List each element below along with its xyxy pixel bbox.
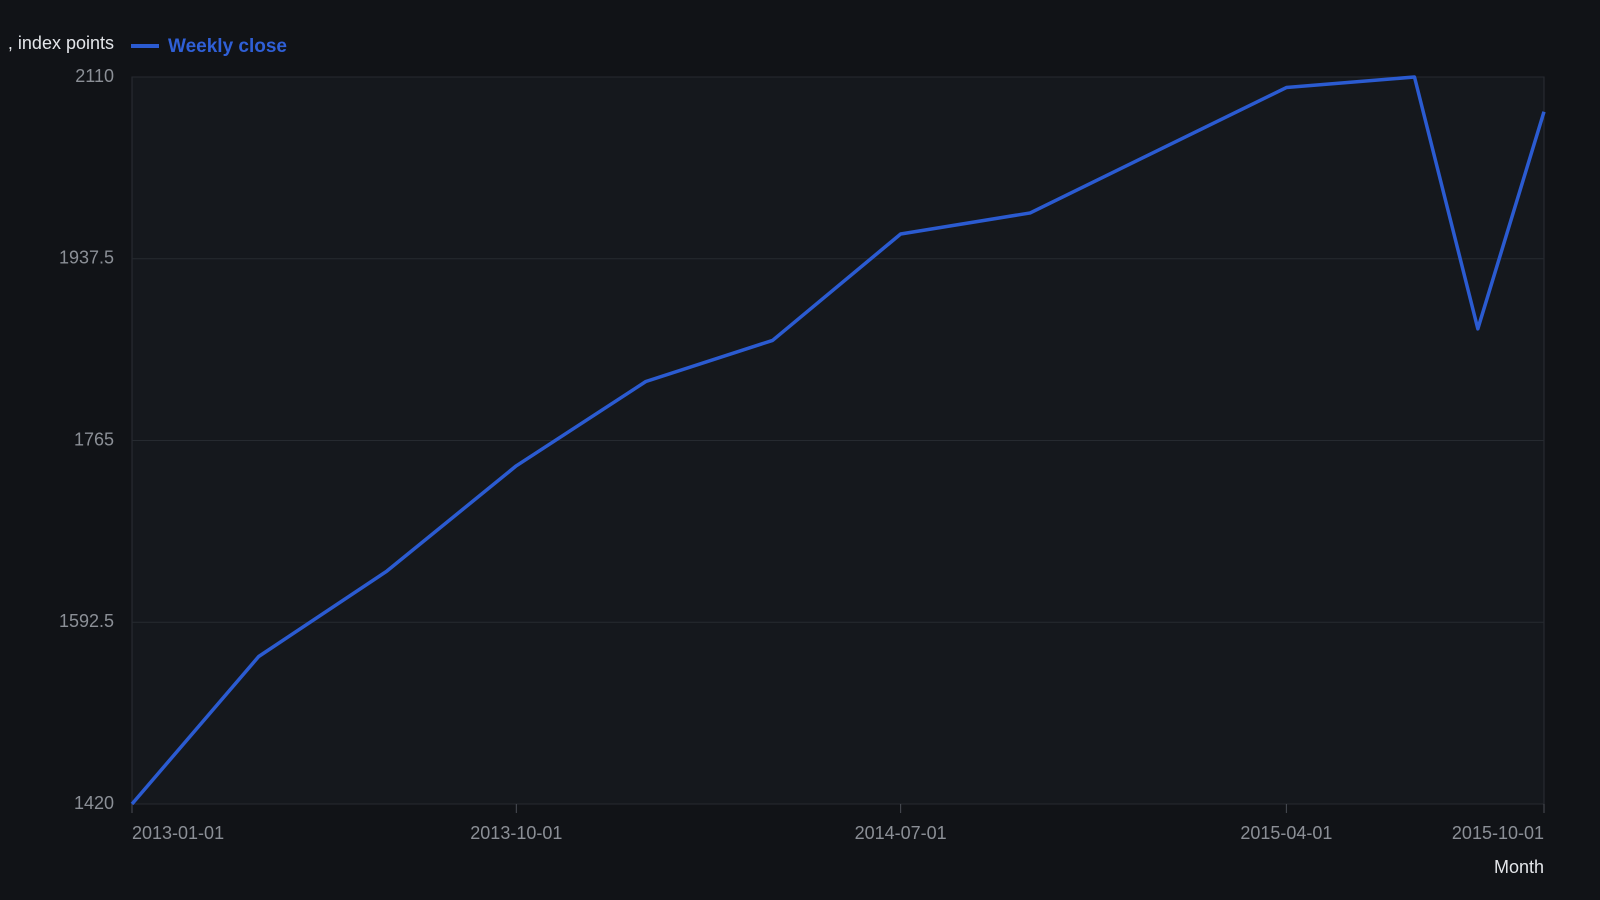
- x-tick-label: 2013-10-01: [470, 823, 562, 843]
- x-tick-label: 2014-07-01: [855, 823, 947, 843]
- y-tick-label: 1592.5: [59, 611, 114, 631]
- x-tick-label: 2013-01-01: [132, 823, 224, 843]
- y-tick-label: 2110: [75, 66, 114, 86]
- x-tick-label: 2015-10-01: [1452, 823, 1544, 843]
- y-tick-label: 1420: [74, 793, 114, 813]
- y-tick-label: 1937.5: [59, 248, 114, 268]
- legend-label: Weekly close: [168, 36, 287, 57]
- y-tick-label: 1765: [74, 429, 114, 449]
- x-axis-title: Month: [1494, 857, 1544, 877]
- x-tick-label: 2015-04-01: [1240, 823, 1332, 843]
- data-line: [130, 75, 1546, 806]
- y-axis-title: , index points: [8, 33, 114, 53]
